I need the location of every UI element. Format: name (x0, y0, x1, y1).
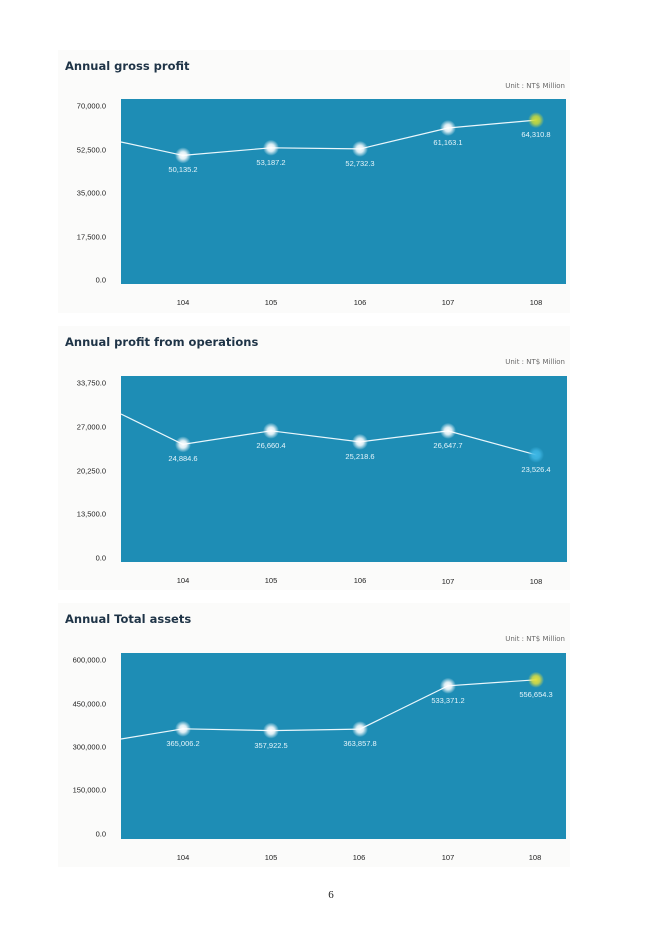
chart-title: Annual profit from operations (65, 335, 259, 349)
data-point-marker (440, 422, 456, 439)
data-point-marker (528, 112, 544, 129)
data-label: 556,654.3 (519, 689, 553, 699)
data-point-marker (263, 139, 279, 156)
data-label: 533,371.2 (431, 695, 465, 705)
chart-title: Annual gross profit (65, 59, 190, 73)
line-series (120, 112, 544, 164)
data-point-marker (175, 720, 191, 737)
x-tick: 106 (352, 853, 366, 862)
data-point-marker (352, 140, 368, 157)
data-label: 61,163.1 (433, 137, 463, 147)
data-label: 25,218.6 (345, 451, 375, 461)
data-point-marker (528, 671, 544, 688)
data-label: 50,135.2 (168, 165, 198, 175)
unit-label: Unit : NT$ Million (505, 635, 565, 643)
y-tick: 0.0 (95, 275, 106, 285)
x-tick: 107 (441, 298, 455, 307)
data-label: 24,884.6 (168, 454, 198, 464)
x-tick: 107 (441, 853, 455, 862)
y-tick: 17,500.0 (76, 232, 106, 242)
x-tick: 105 (264, 576, 278, 585)
y-tick: 52,500.0 (76, 145, 106, 155)
x-tick: 105 (264, 853, 278, 862)
data-label: 26,660.4 (256, 440, 286, 450)
data-point-marker (175, 436, 191, 453)
y-tick: 0.0 (95, 829, 106, 839)
chart-card-gross-profit: Annual gross profit Unit : NT$ Million 7… (58, 50, 570, 313)
x-tick: 106 (353, 576, 367, 585)
data-point-marker (263, 722, 279, 739)
plot-area (121, 376, 567, 562)
data-label: 26,647.7 (433, 440, 463, 450)
data-label: 23,526.4 (521, 464, 551, 474)
y-tick: 300,000.0 (72, 742, 106, 752)
data-point-marker (440, 677, 456, 694)
y-tick: 13,500.0 (76, 509, 106, 519)
y-tick: 33,750.0 (76, 378, 106, 388)
plot-area (121, 99, 566, 284)
data-point-marker (440, 120, 456, 136)
x-tick: 108 (529, 298, 543, 307)
data-label: 363,857.8 (343, 739, 377, 749)
page-number: 6 (328, 889, 334, 901)
data-label: 357,922.5 (254, 740, 288, 750)
data-point-marker (352, 433, 368, 450)
x-tick: 104 (176, 576, 190, 585)
x-tick: 106 (353, 298, 367, 307)
plot-area (121, 653, 566, 839)
data-point-marker (528, 446, 544, 463)
unit-label: Unit : NT$ Million (505, 82, 565, 90)
y-tick: 600,000.0 (72, 655, 106, 665)
chart-title: Annual Total assets (65, 612, 192, 626)
series-line (120, 119, 537, 157)
data-label: 53,187.2 (256, 157, 286, 167)
data-point-marker (263, 422, 279, 439)
y-tick: 0.0 (95, 553, 106, 563)
y-tick: 150,000.0 (72, 785, 106, 795)
x-tick: 107 (441, 577, 455, 586)
y-tick: 450,000.0 (72, 699, 106, 709)
x-tick: 108 (528, 853, 542, 862)
y-tick: 27,000.0 (76, 422, 106, 432)
data-label: 64,310.8 (521, 130, 551, 140)
chart-card-total-assets: Annual Total assets Unit : NT$ Million 6… (58, 603, 570, 867)
series-line (120, 413, 537, 456)
series-line (120, 679, 537, 740)
chart-card-operating-profit: Annual profit from operations Unit : NT$… (58, 326, 570, 590)
data-label: 52,732.3 (345, 158, 375, 168)
y-tick: 20,250.0 (76, 466, 106, 476)
y-tick: 35,000.0 (76, 188, 106, 198)
data-point-marker (352, 721, 368, 738)
line-series (120, 671, 544, 740)
x-tick: 104 (176, 853, 190, 862)
data-point-marker (175, 147, 191, 164)
line-series (120, 413, 544, 463)
x-tick: 108 (529, 577, 543, 586)
y-tick: 70,000.0 (76, 101, 106, 111)
data-label: 365,006.2 (166, 738, 200, 748)
x-tick: 105 (264, 298, 278, 307)
x-tick: 104 (176, 298, 190, 307)
unit-label: Unit : NT$ Million (505, 358, 565, 366)
